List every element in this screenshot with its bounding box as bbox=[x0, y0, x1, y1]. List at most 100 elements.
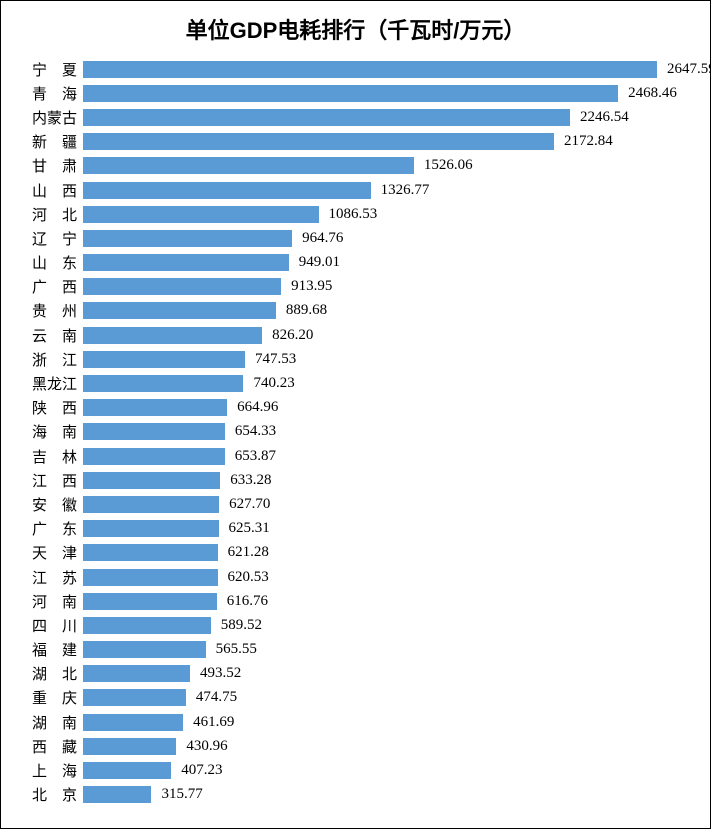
bar-category-label: 宁 夏 bbox=[21, 59, 83, 80]
bar-value-label: 461.69 bbox=[193, 714, 234, 731]
bar-value-label: 430.96 bbox=[186, 738, 227, 755]
bar-row: 吉 林653.87 bbox=[21, 444, 690, 468]
bar-track: 949.01 bbox=[83, 251, 690, 275]
bar-fill bbox=[83, 61, 657, 78]
bar-row: 河 南 616.76 bbox=[21, 589, 690, 613]
bar-category-label: 江 西 bbox=[21, 470, 83, 491]
bar-fill bbox=[83, 157, 414, 174]
bar-fill bbox=[83, 109, 570, 126]
bar-value-label: 2647.59 bbox=[667, 61, 711, 78]
bar-fill bbox=[83, 738, 176, 755]
bar-row: 广 西 913.95 bbox=[21, 275, 690, 299]
bar-row: 贵 州889.68 bbox=[21, 299, 690, 323]
bar-category-label: 上 海 bbox=[21, 760, 83, 781]
bar-row: 甘 肃1526.06 bbox=[21, 154, 690, 178]
bar-category-label: 甘 肃 bbox=[21, 155, 83, 176]
bar-row: 宁 夏2647.59 bbox=[21, 57, 690, 81]
bar-track: 826.20 bbox=[83, 323, 690, 347]
bar-value-label: 407.23 bbox=[181, 762, 222, 779]
bar-fill bbox=[83, 689, 186, 706]
bar-row: 海 南 654.33 bbox=[21, 420, 690, 444]
bar-category-label: 浙 江 bbox=[21, 349, 83, 370]
bar-value-label: 565.55 bbox=[216, 641, 257, 658]
bar-value-label: 826.20 bbox=[272, 327, 313, 344]
bar-fill bbox=[83, 423, 225, 440]
bar-value-label: 2468.46 bbox=[628, 85, 677, 102]
bar-fill bbox=[83, 665, 190, 682]
bar-track: 627.70 bbox=[83, 492, 690, 516]
bar-track: 664.96 bbox=[83, 396, 690, 420]
chart-title: 单位GDP电耗排行（千瓦时/万元） bbox=[21, 13, 690, 45]
bar-track: 747.53 bbox=[83, 347, 690, 371]
bar-track: 493.52 bbox=[83, 662, 690, 686]
bar-fill bbox=[83, 786, 151, 803]
bar-fill bbox=[83, 206, 319, 223]
bar-value-label: 913.95 bbox=[291, 278, 332, 295]
bar-track: 625.31 bbox=[83, 517, 690, 541]
bar-value-label: 2172.84 bbox=[564, 133, 613, 150]
bar-value-label: 1086.53 bbox=[329, 206, 378, 223]
bar-category-label: 广 西 bbox=[21, 276, 83, 297]
bar-value-label: 493.52 bbox=[200, 665, 241, 682]
bar-fill bbox=[83, 593, 217, 610]
bar-value-label: 621.28 bbox=[228, 544, 269, 561]
bar-row: 辽 宁964.76 bbox=[21, 226, 690, 250]
bar-row: 山 东 949.01 bbox=[21, 251, 690, 275]
bar-fill bbox=[83, 182, 371, 199]
bar-fill bbox=[83, 544, 218, 561]
chart-body: 宁 夏2647.59青 海2468.46内蒙古2246.54新 疆2172.84… bbox=[21, 57, 690, 807]
bar-fill bbox=[83, 230, 292, 247]
bar-track: 1086.53 bbox=[83, 202, 690, 226]
bar-category-label: 海 南 bbox=[21, 421, 83, 442]
bar-value-label: 315.77 bbox=[161, 786, 202, 803]
bar-track: 2172.84 bbox=[83, 130, 690, 154]
bar-track: 653.87 bbox=[83, 444, 690, 468]
bar-row: 云 南 826.20 bbox=[21, 323, 690, 347]
bar-value-label: 627.70 bbox=[229, 496, 270, 513]
bar-track: 430.96 bbox=[83, 734, 690, 758]
bar-category-label: 河 北 bbox=[21, 204, 83, 225]
bar-value-label: 620.53 bbox=[228, 569, 269, 586]
bar-fill bbox=[83, 85, 618, 102]
bar-track: 474.75 bbox=[83, 686, 690, 710]
bar-fill bbox=[83, 399, 227, 416]
bar-track: 589.52 bbox=[83, 613, 690, 637]
bar-category-label: 山 东 bbox=[21, 252, 83, 273]
bar-value-label: 633.28 bbox=[230, 472, 271, 489]
bar-row: 黑龙江740.23 bbox=[21, 371, 690, 395]
bar-category-label: 云 南 bbox=[21, 325, 83, 346]
bar-category-label: 陕 西 bbox=[21, 397, 83, 418]
bar-value-label: 964.76 bbox=[302, 230, 343, 247]
bar-track: 620.53 bbox=[83, 565, 690, 589]
bar-track: 461.69 bbox=[83, 710, 690, 734]
bar-track: 633.28 bbox=[83, 468, 690, 492]
bar-category-label: 西 藏 bbox=[21, 736, 83, 757]
bar-fill bbox=[83, 641, 206, 658]
bar-fill bbox=[83, 496, 219, 513]
bar-row: 上 海 407.23 bbox=[21, 758, 690, 782]
bar-row: 河 北 1086.53 bbox=[21, 202, 690, 226]
bar-track: 913.95 bbox=[83, 275, 690, 299]
bar-row: 青 海2468.46 bbox=[21, 81, 690, 105]
bar-value-label: 949.01 bbox=[299, 254, 340, 271]
bar-value-label: 664.96 bbox=[237, 399, 278, 416]
bar-value-label: 654.33 bbox=[235, 423, 276, 440]
bar-row: 广 东625.31 bbox=[21, 517, 690, 541]
bar-category-label: 湖 北 bbox=[21, 663, 83, 684]
bar-category-label: 河 南 bbox=[21, 591, 83, 612]
bar-value-label: 616.76 bbox=[227, 593, 268, 610]
bar-track: 1326.77 bbox=[83, 178, 690, 202]
bar-row: 福 建565.55 bbox=[21, 638, 690, 662]
bar-value-label: 474.75 bbox=[196, 689, 237, 706]
bar-fill bbox=[83, 254, 289, 271]
bar-row: 天 津621.28 bbox=[21, 541, 690, 565]
bar-value-label: 625.31 bbox=[229, 520, 270, 537]
bar-category-label: 黑龙江 bbox=[21, 373, 83, 394]
bar-fill bbox=[83, 327, 262, 344]
bar-row: 四 川589.52 bbox=[21, 613, 690, 637]
bar-row: 北 京315.77 bbox=[21, 783, 690, 807]
bar-row: 西 藏 430.96 bbox=[21, 734, 690, 758]
bar-category-label: 湖 南 bbox=[21, 712, 83, 733]
bar-row: 重 庆474.75 bbox=[21, 686, 690, 710]
bar-fill bbox=[83, 302, 276, 319]
